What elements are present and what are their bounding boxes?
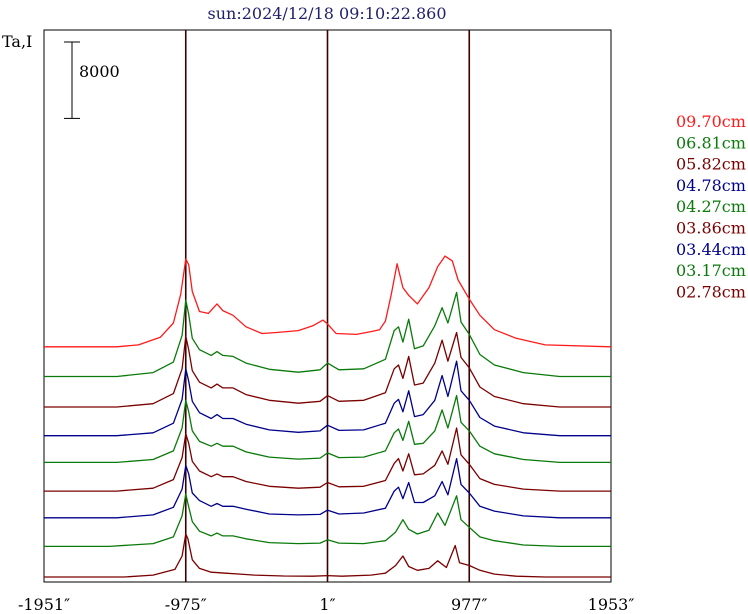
legend-item-03.44cm: 03.44cm bbox=[676, 240, 746, 259]
x-tick-label: -1951″ bbox=[18, 595, 70, 614]
y-axis-label: Ta,I bbox=[2, 32, 32, 51]
legend-item-03.17cm: 03.17cm bbox=[676, 261, 746, 280]
series-line-03.17cm bbox=[44, 493, 611, 548]
x-tick-labels: -1951″ -975″ 1″ 977″ 1953″ bbox=[18, 595, 634, 614]
series-line-03.44cm bbox=[44, 457, 611, 519]
intensity-scale-bar bbox=[64, 41, 80, 119]
series-line-06.81cm bbox=[44, 291, 611, 378]
x-tick-label: 1953″ bbox=[588, 595, 635, 614]
legend-item-03.86cm: 03.86cm bbox=[676, 219, 746, 238]
series-line-09.70cm bbox=[44, 255, 612, 348]
x-tick-label: 1″ bbox=[319, 595, 335, 614]
series-group bbox=[44, 255, 612, 578]
legend-item-04.27cm: 04.27cm bbox=[676, 197, 746, 216]
x-tick-label: -975″ bbox=[165, 595, 207, 614]
legend-item-06.81cm: 06.81cm bbox=[676, 133, 746, 152]
scale-bar-label: 8000 bbox=[79, 62, 120, 81]
vertical-markers bbox=[184, 30, 471, 582]
legend-item-02.78cm: 02.78cm bbox=[676, 282, 746, 301]
series-line-04.27cm bbox=[44, 394, 611, 464]
legend-item-05.82cm: 05.82cm bbox=[676, 155, 746, 174]
series-line-05.82cm bbox=[44, 331, 611, 408]
series-line-02.78cm bbox=[44, 533, 611, 578]
legend-item-09.70cm: 09.70cm bbox=[676, 112, 746, 131]
chart-title: sun:2024/12/18 09:10:22.860 bbox=[208, 4, 447, 23]
legend-item-04.78cm: 04.78cm bbox=[676, 176, 746, 195]
legend: 09.70cm 06.81cm 05.82cm 04.78cm 04.27cm 03.86… bbox=[676, 112, 746, 301]
series-line-04.78cm bbox=[44, 360, 611, 437]
x-tick-label: 977″ bbox=[451, 595, 488, 614]
series-line-03.86cm bbox=[44, 427, 611, 492]
